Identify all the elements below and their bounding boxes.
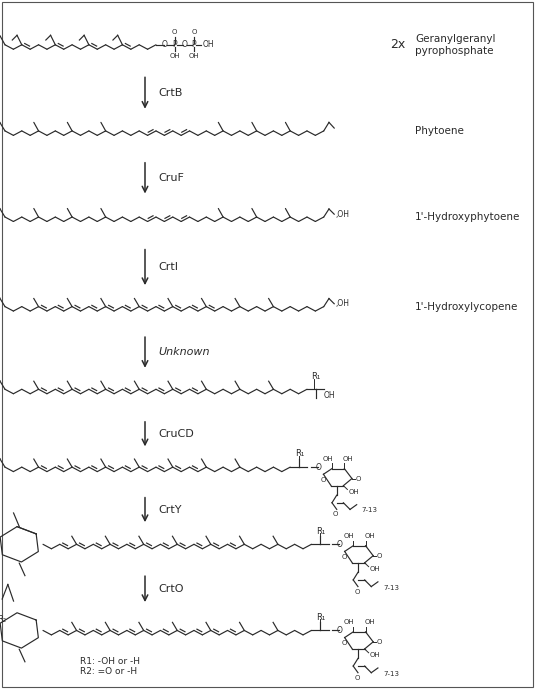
Text: OH: OH <box>203 40 215 50</box>
Text: O: O <box>320 477 326 483</box>
Text: 1'-Hydroxylycopene: 1'-Hydroxylycopene <box>415 302 518 311</box>
Text: O: O <box>356 475 361 482</box>
Text: OH: OH <box>344 533 355 539</box>
Text: Unknown: Unknown <box>158 347 210 358</box>
Text: 7-13: 7-13 <box>362 507 378 513</box>
Text: OH: OH <box>344 619 355 625</box>
Text: P: P <box>172 40 177 50</box>
Text: 2x: 2x <box>390 39 405 51</box>
Text: R₁: R₁ <box>311 373 321 382</box>
Text: O: O <box>333 511 339 517</box>
Text: CruCD: CruCD <box>158 429 194 439</box>
Text: O: O <box>377 553 383 559</box>
Text: Phytoene: Phytoene <box>415 126 464 136</box>
Text: OH: OH <box>364 533 375 539</box>
Text: 7-13: 7-13 <box>383 670 399 677</box>
Text: O: O <box>162 40 167 50</box>
Text: R₁: R₁ <box>316 613 325 621</box>
Text: O: O <box>182 40 188 50</box>
Text: O: O <box>191 30 197 35</box>
Text: R₁: R₁ <box>295 449 304 458</box>
Text: R1: -OH or -H: R1: -OH or -H <box>80 657 140 666</box>
Text: OH: OH <box>323 456 333 462</box>
Text: OH: OH <box>370 566 380 572</box>
Text: OH: OH <box>189 53 199 59</box>
Text: OH: OH <box>324 391 335 400</box>
Text: CrtB: CrtB <box>158 88 182 98</box>
Text: P: P <box>192 40 196 50</box>
Text: O: O <box>337 626 343 635</box>
Text: OH: OH <box>370 652 380 658</box>
Text: 1'-Hydroxyphytoene: 1'-Hydroxyphytoene <box>415 212 521 222</box>
Text: R₂: R₂ <box>0 615 6 624</box>
Text: CrtO: CrtO <box>158 584 184 594</box>
Text: O: O <box>342 640 347 646</box>
Text: OH: OH <box>364 619 375 625</box>
Text: O: O <box>342 554 347 560</box>
Text: O: O <box>172 30 178 35</box>
Text: ,OH: ,OH <box>335 300 349 309</box>
Text: ,OH: ,OH <box>335 210 349 219</box>
Text: O: O <box>377 639 383 645</box>
Text: OH: OH <box>348 489 359 495</box>
Text: OH: OH <box>170 53 180 59</box>
Text: R₁: R₁ <box>316 526 325 535</box>
Text: 7-13: 7-13 <box>383 584 399 590</box>
Text: OH: OH <box>343 456 354 462</box>
Text: O: O <box>354 588 360 595</box>
Text: O: O <box>354 675 360 681</box>
Text: Geranylgeranyl
pyrophosphate: Geranylgeranyl pyrophosphate <box>415 34 495 56</box>
Text: R2: =O or -H: R2: =O or -H <box>80 667 137 677</box>
Text: O: O <box>316 462 322 472</box>
Text: CruF: CruF <box>158 173 184 183</box>
Text: CrtI: CrtI <box>158 263 178 272</box>
Text: CrtY: CrtY <box>158 505 181 515</box>
Text: O: O <box>337 539 343 549</box>
